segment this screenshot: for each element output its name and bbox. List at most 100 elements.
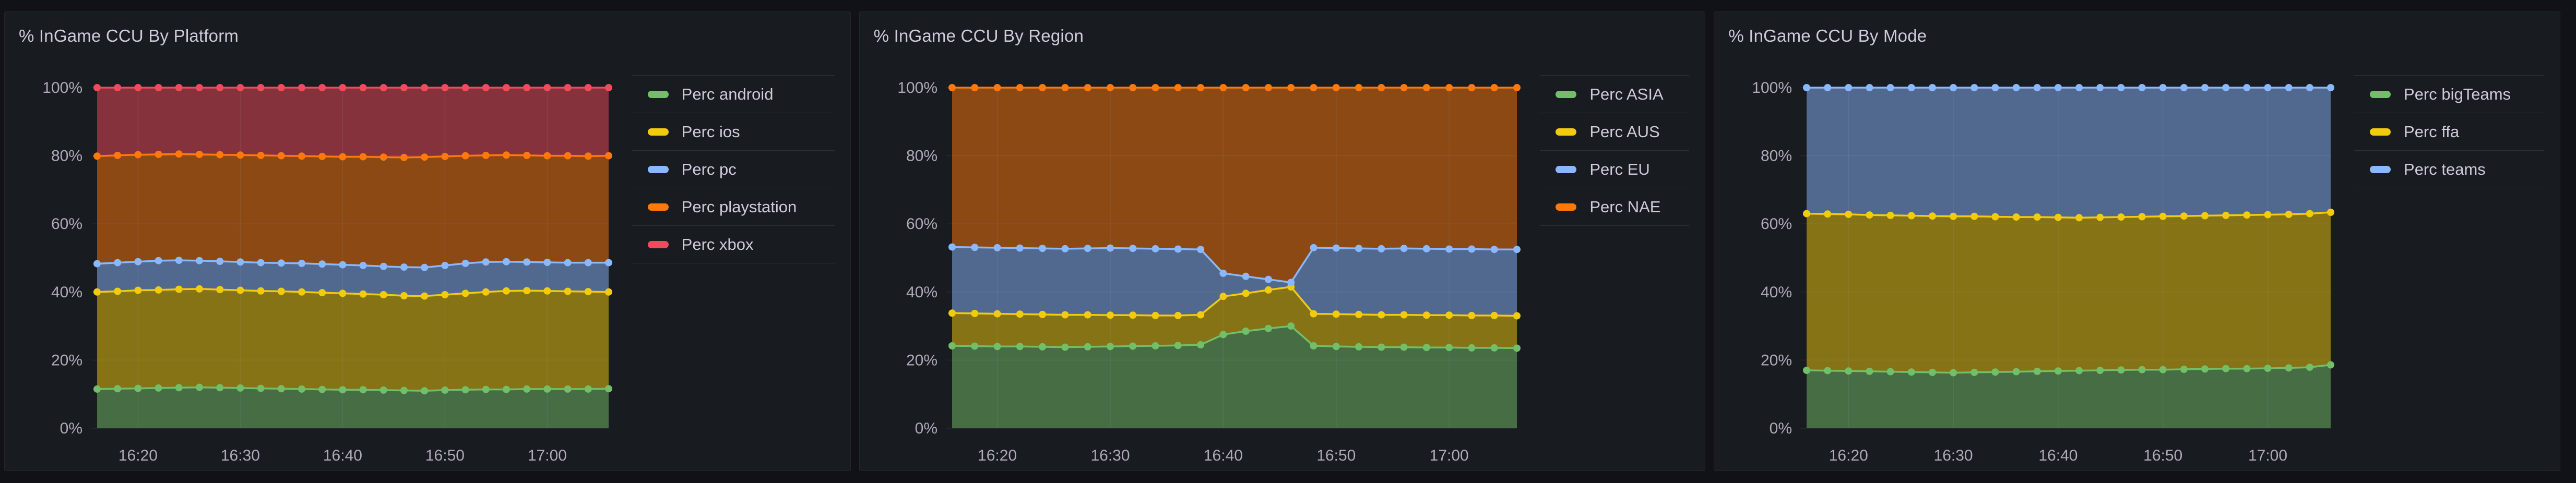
- data-point: [564, 287, 572, 295]
- data-point: [1129, 245, 1136, 252]
- legend-item-perc-ffa[interactable]: Perc ffa: [2354, 113, 2545, 150]
- legend-item-perc-nae[interactable]: Perc NAE: [1540, 188, 1690, 225]
- legend-swatch-icon: [647, 165, 669, 173]
- area-fill-perc-asia: [952, 326, 1517, 428]
- y-axis-label: 60%: [906, 215, 937, 233]
- data-point: [1377, 343, 1385, 351]
- data-point: [1468, 344, 1476, 352]
- data-point: [993, 310, 1001, 318]
- data-point: [2201, 84, 2209, 91]
- y-axis-label: 100%: [42, 79, 82, 96]
- chart-svg[interactable]: 0% 20% 40% 60% 80% 100% 16:20 16:30 16:40 16:50 17…: [860, 64, 1540, 470]
- data-point: [1400, 343, 1408, 351]
- data-point: [298, 84, 305, 91]
- data-point: [339, 386, 347, 394]
- data-point: [2117, 366, 2125, 374]
- legend-item-perc-ios[interactable]: Perc ios: [632, 113, 835, 150]
- x-axis-label: 16:20: [978, 447, 1017, 464]
- data-point: [1866, 367, 1873, 375]
- chart-svg[interactable]: 0% 20% 40% 60% 80% 100% 16:20 16:30 16:40 16:50 17…: [1714, 64, 2354, 470]
- panel-ccu-by-mode: % InGame CCU By Mode 0% 20% 40% 60% 80% 100% 1…: [1714, 11, 2561, 471]
- legend-label: Perc ASIA: [1589, 85, 1664, 103]
- data-point: [1950, 84, 1957, 91]
- legend-swatch-icon: [647, 240, 669, 248]
- platform-stacked-area-chart[interactable]: 0% 20% 40% 60% 80% 100% 16:20 16:30 16:40 16:50 17…: [5, 64, 632, 470]
- data-point: [155, 257, 162, 264]
- data-point: [2264, 365, 2272, 372]
- data-point: [970, 342, 978, 350]
- data-point: [2306, 210, 2314, 218]
- data-point: [1016, 310, 1024, 318]
- legend-item-perc-android[interactable]: Perc android: [632, 75, 835, 113]
- x-axis-label: 16:40: [2039, 447, 2078, 464]
- legend-item-perc-asia[interactable]: Perc ASIA: [1540, 75, 1690, 113]
- data-point: [155, 384, 162, 392]
- panel-title: % InGame CCU By Platform: [19, 26, 239, 45]
- data-point: [2012, 368, 2020, 376]
- data-point: [298, 385, 305, 393]
- area-fill-perc-ffa: [1807, 212, 2331, 373]
- legend-item-perc-playstation[interactable]: Perc playstation: [632, 188, 835, 225]
- data-point: [216, 258, 224, 265]
- legend-item-perc-aus[interactable]: Perc AUS: [1540, 113, 1690, 150]
- legend-item-perc-eu[interactable]: Perc EU: [1540, 150, 1690, 188]
- data-point: [257, 151, 265, 159]
- data-point: [379, 153, 387, 161]
- data-point: [543, 287, 551, 295]
- data-point: [1196, 246, 1204, 253]
- data-point: [2012, 84, 2020, 91]
- data-point: [1445, 311, 1453, 319]
- data-point: [461, 259, 469, 267]
- data-point: [339, 84, 347, 91]
- data-point: [1490, 84, 1498, 91]
- data-point: [2201, 365, 2209, 373]
- region-legend: Perc ASIA Perc AUS Perc EU Perc NAE: [1540, 75, 1690, 226]
- legend-item-perc-pc[interactable]: Perc pc: [632, 150, 835, 188]
- data-point: [543, 385, 551, 393]
- data-point: [114, 84, 122, 91]
- legend-item-perc-bigteams[interactable]: Perc bigTeams: [2354, 75, 2545, 113]
- data-point: [993, 343, 1001, 351]
- data-point: [564, 385, 572, 393]
- data-point: [339, 261, 347, 269]
- data-point: [1468, 311, 1476, 319]
- data-point: [1287, 279, 1295, 286]
- data-point: [1129, 311, 1136, 319]
- data-point: [441, 291, 449, 298]
- data-point: [2327, 84, 2335, 91]
- legend-item-perc-teams[interactable]: Perc teams: [2354, 150, 2545, 188]
- data-point: [257, 84, 265, 91]
- data-point: [2117, 213, 2125, 221]
- data-point: [2264, 211, 2272, 219]
- data-point: [2180, 84, 2188, 91]
- legend-item-perc-xbox[interactable]: Perc xbox: [632, 225, 835, 263]
- data-point: [1355, 84, 1362, 91]
- data-point: [2055, 213, 2062, 221]
- data-point: [379, 84, 387, 91]
- region-stacked-area-chart[interactable]: 0% 20% 40% 60% 80% 100% 16:20 16:30 16:40 16:50 17…: [860, 64, 1540, 470]
- data-point: [1038, 343, 1046, 351]
- data-point: [134, 258, 142, 265]
- area-fill-perc-teams: [1807, 88, 2331, 218]
- data-point: [277, 84, 285, 91]
- data-point: [1084, 84, 1091, 91]
- data-point: [421, 292, 429, 300]
- x-axis-labels: 16:20 16:30 16:40 16:50 17:00: [978, 447, 1469, 464]
- data-point: [523, 287, 531, 295]
- mode-stacked-area-chart[interactable]: 0% 20% 40% 60% 80% 100% 16:20 16:30 16:40 16:50 17…: [1714, 64, 2354, 470]
- data-point: [1445, 84, 1453, 91]
- data-point: [236, 84, 244, 91]
- data-point: [421, 84, 429, 91]
- data-point: [2243, 84, 2251, 91]
- area-fill-perc-aus: [952, 287, 1517, 348]
- data-point: [2285, 210, 2293, 218]
- data-point: [1400, 311, 1408, 319]
- data-point: [2285, 84, 2293, 91]
- data-point: [339, 153, 347, 161]
- area-fill-perc-eu: [952, 247, 1517, 316]
- data-point: [277, 287, 285, 295]
- data-point: [1174, 342, 1182, 349]
- chart-svg[interactable]: 0% 20% 40% 60% 80% 100% 16:20 16:30 16:40 16:50 17…: [5, 64, 632, 470]
- legend-swatch-icon: [647, 90, 669, 98]
- data-point: [948, 84, 956, 91]
